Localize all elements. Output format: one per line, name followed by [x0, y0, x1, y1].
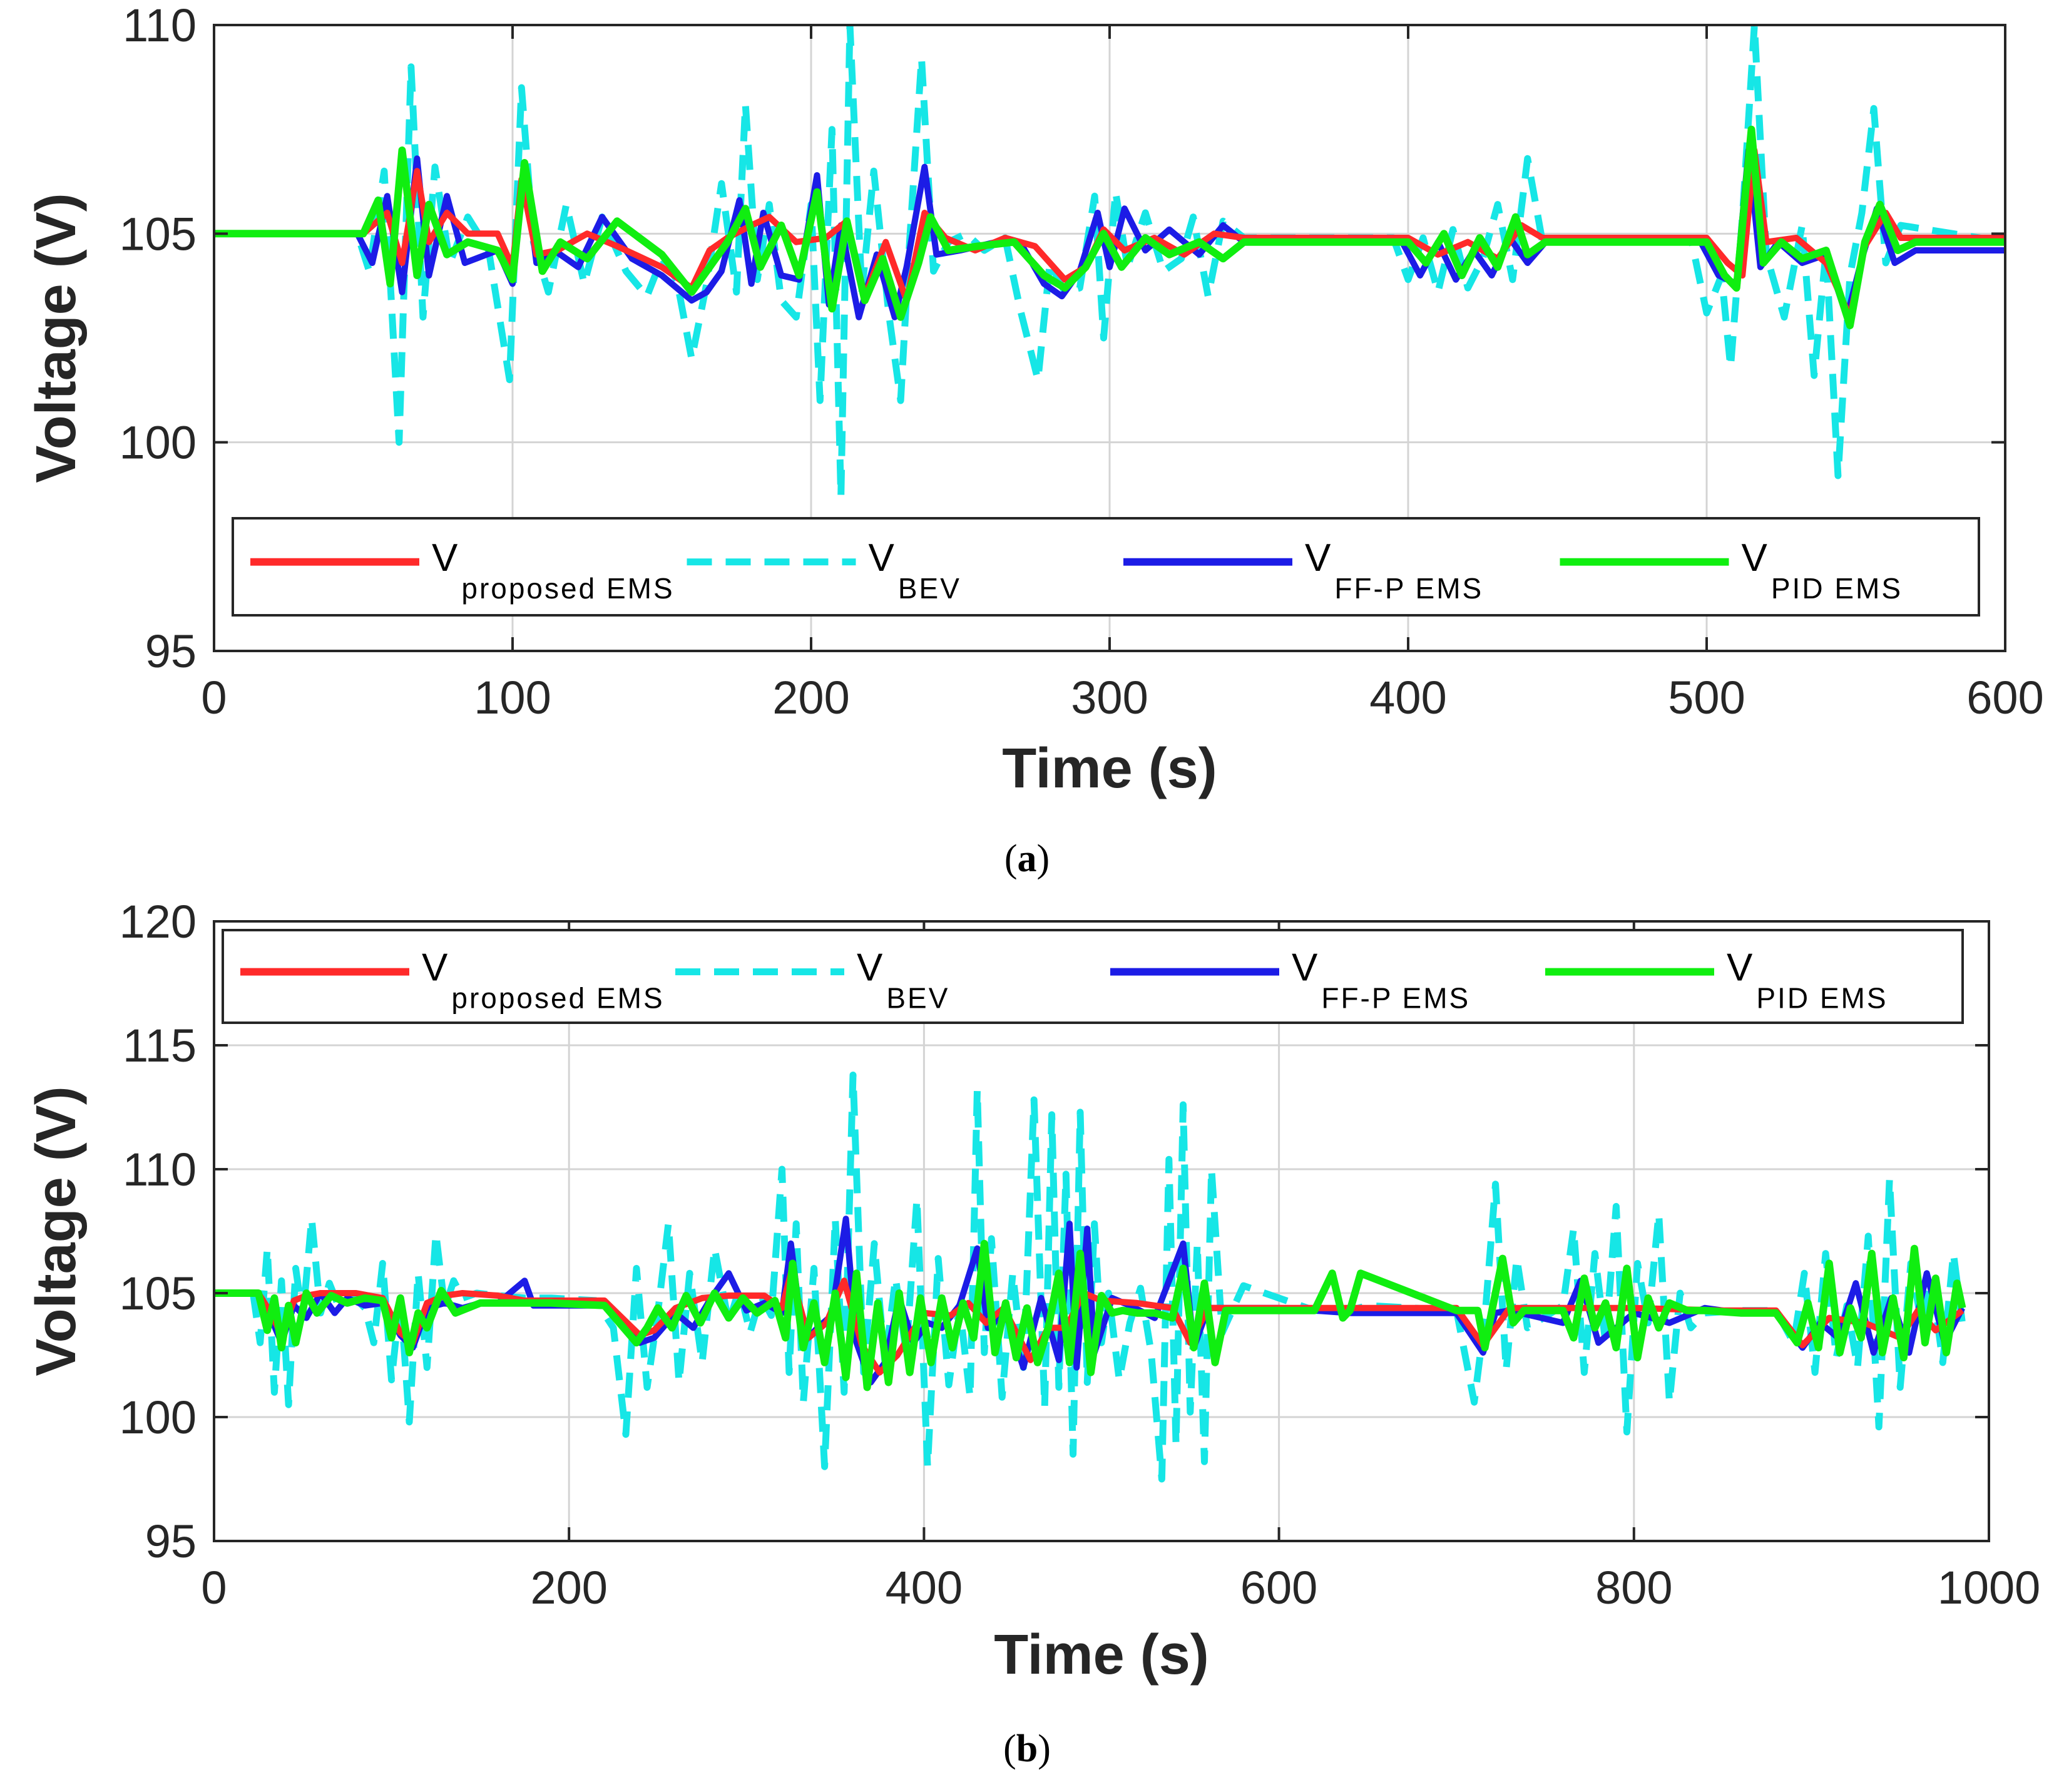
legend-label: VPID EMS	[1727, 946, 1888, 1015]
y-tick-label: 105	[120, 1267, 197, 1319]
legend-label: Vproposed EMS	[422, 946, 665, 1015]
x-tick-label: 300	[1071, 672, 1148, 724]
subfigure-caption-letter: b	[1016, 1728, 1038, 1770]
y-tick-label: 105	[120, 208, 197, 260]
legend-label-base: V	[1305, 536, 1331, 580]
subfigure-caption-letter: a	[1018, 837, 1037, 880]
series-line-pid-ems	[214, 1239, 1966, 1391]
y-tick-label: 110	[123, 1144, 197, 1196]
legend-box-a	[232, 517, 1980, 617]
legend-label: VBEV	[857, 946, 949, 1015]
legend-label-subscript: FF-P EMS	[1334, 572, 1483, 605]
legend-label-subscript: proposed EMS	[461, 572, 674, 605]
legend-label-base: V	[857, 946, 883, 990]
y-tick-label: 100	[120, 1391, 197, 1443]
legend-label-subscript: proposed EMS	[451, 982, 664, 1015]
series-group-b	[214, 1072, 1966, 1483]
chart-a: 0 100 200 300 400 500 600 95 100 105 110 Time (s) Vo…	[25, 0, 2044, 880]
x-tick-label: 400	[1369, 672, 1446, 724]
legend-label-base: V	[869, 536, 895, 580]
y-axis-label: Voltage (V)	[25, 1086, 88, 1376]
legend-label-subscript: BEV	[886, 982, 949, 1015]
legend-box-b	[222, 929, 1964, 1024]
subfigure-caption: (a)	[1004, 837, 1050, 880]
x-tick-label: 200	[772, 672, 849, 724]
legend-label-base: V	[1292, 946, 1318, 990]
legend-label-subscript: BEV	[898, 572, 961, 605]
plot-area-b	[214, 921, 1989, 1541]
chart-panel-a: 0 100 200 300 400 500 600 95 100 105 110 Time (s) Vo…	[25, 0, 2044, 880]
x-tick-label: 200	[530, 1562, 607, 1614]
x-axis-label: Time (s)	[1002, 737, 1217, 800]
x-tick-label: 600	[1240, 1562, 1317, 1614]
legend-label-subscript: PID EMS	[1756, 982, 1888, 1015]
legend-label-base: V	[1727, 946, 1753, 990]
y-tick-label: 95	[145, 625, 197, 677]
legend-label: VPID EMS	[1742, 536, 1903, 605]
x-tick-label: 400	[886, 1562, 963, 1614]
chart-b: 0 200 400 600 800 1000 95 100 105 110 115 120 Time (…	[25, 896, 2041, 1770]
x-tick-label: 600	[1966, 672, 2043, 724]
y-axis-label: Voltage (V)	[25, 193, 88, 483]
x-tick-label: 800	[1595, 1562, 1672, 1614]
legend-label: Vproposed EMS	[432, 536, 675, 605]
x-axis-label: Time (s)	[994, 1624, 1208, 1686]
y-tick-label: 95	[145, 1515, 197, 1567]
chart-panel-b: 0 200 400 600 800 1000 95 100 105 110 115 120 Time (…	[0, 896, 2054, 1792]
y-tick-label: 100	[120, 417, 197, 469]
legend-label-base: V	[422, 946, 448, 990]
y-tick-label: 115	[123, 1020, 197, 1072]
legend-label-base: V	[432, 536, 458, 580]
legend-label-subscript: PID EMS	[1771, 572, 1903, 605]
series-line-pid-ems	[214, 125, 2005, 329]
legend-label: VFF-P EMS	[1305, 536, 1483, 605]
series-line-bev	[214, 25, 2005, 500]
axes-frame-b	[213, 920, 1990, 1542]
y-tick-label: 120	[120, 896, 197, 948]
x-tick-label: 0	[201, 1562, 227, 1614]
x-tick-label: 0	[201, 672, 227, 724]
legend-label: VBEV	[869, 536, 961, 605]
legend-label: VFF-P EMS	[1292, 946, 1470, 1015]
series-group-a	[214, 25, 2005, 500]
x-tick-label: 1000	[1938, 1562, 2041, 1614]
x-tick-label: 500	[1668, 672, 1745, 724]
legend-label-base: V	[1742, 536, 1768, 580]
subfigure-caption: (b)	[1003, 1728, 1051, 1770]
x-tick-label: 100	[474, 672, 551, 724]
y-tick-label: 110	[123, 0, 197, 51]
legend-label-subscript: FF-P EMS	[1321, 982, 1470, 1015]
